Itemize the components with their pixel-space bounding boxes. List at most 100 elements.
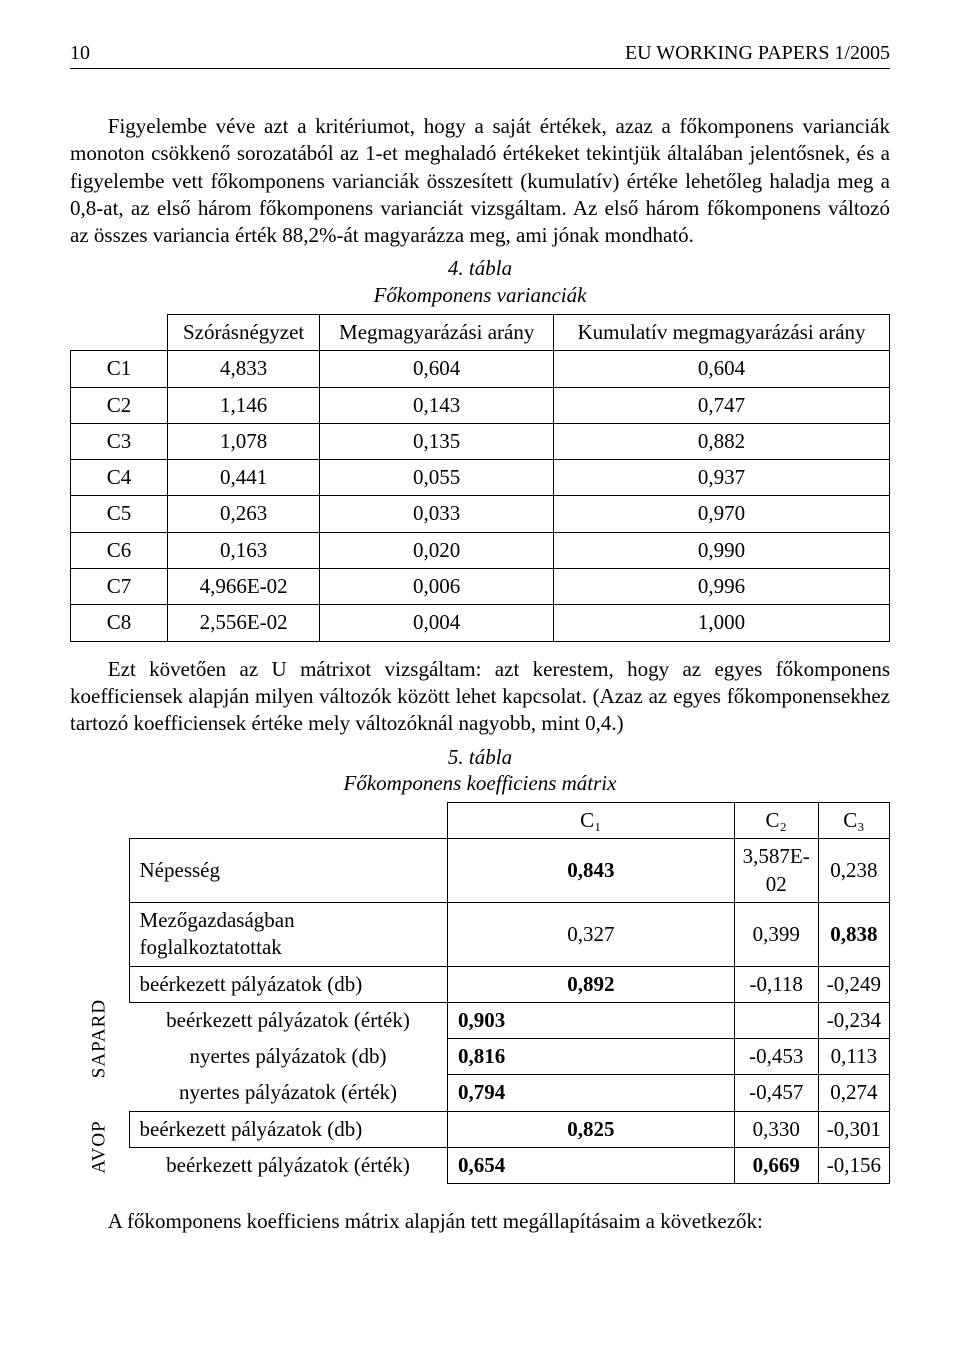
table-row: C50,2630,0330,970 (71, 496, 890, 532)
page: 10 EU WORKING PAPERS 1/2005 Figyelembe v… (0, 0, 960, 1368)
table-cell: C2 (71, 387, 168, 423)
table-cell: 0,816 (448, 1039, 735, 1075)
table2-h-c1: C₁ (448, 803, 735, 839)
table1-h0 (71, 314, 168, 350)
table-row: SAPARDbeérkezett pályázatok (db)0,892-0,… (70, 966, 890, 1002)
table-cell: 4,966E-02 (168, 569, 320, 605)
table-cell: 0,604 (320, 351, 554, 387)
table-cell: 2,556E-02 (168, 605, 320, 641)
table-cell: 0,263 (168, 496, 320, 532)
table-cell-label: nyertes pályázatok (db) (129, 1039, 447, 1075)
table-cell: 0,327 (448, 902, 735, 966)
table-cell: -0,457 (734, 1075, 818, 1111)
table-cell-label: beérkezett pályázatok (db) (129, 966, 447, 1002)
table-cell-group (70, 839, 129, 903)
table-row: beérkezett pályázatok (érték)0,6540,669-… (70, 1148, 890, 1184)
table-cell-label: beérkezett pályázatok (érték) (129, 1148, 447, 1184)
running-head: 10 EU WORKING PAPERS 1/2005 (70, 40, 890, 69)
table-cell: -0,453 (734, 1039, 818, 1075)
table-cell: 0,033 (320, 496, 554, 532)
table-row: nyertes pályázatok (db)0,816-0,4530,113 (70, 1039, 890, 1075)
table-cell: 4,833 (168, 351, 320, 387)
table-cell: 1,146 (168, 387, 320, 423)
table-cell: 0,238 (818, 839, 889, 903)
table-cell: 0,825 (448, 1111, 735, 1147)
table1-caption-num: 4. tábla (448, 256, 512, 280)
table-cell: 0,274 (818, 1075, 889, 1111)
table-cell: 1,078 (168, 423, 320, 459)
table-row: C40,4410,0550,937 (71, 460, 890, 496)
table-cell-label: beérkezett pályázatok (db) (129, 1111, 447, 1147)
table-row: C74,966E-020,0060,996 (71, 569, 890, 605)
table1-h3: Kumulatív megmagyarázási arány (554, 314, 890, 350)
table-cell: 0,970 (554, 496, 890, 532)
table2-caption-num: 5. tábla (448, 745, 512, 769)
table-cell: C4 (71, 460, 168, 496)
table1-h1: Szórásnégyzet (168, 314, 320, 350)
table-cell: 0,330 (734, 1111, 818, 1147)
table-cell-label: beérkezett pályázatok (érték) (129, 1002, 447, 1038)
table-cell: -0,156 (818, 1148, 889, 1184)
table-cell: -0,118 (734, 966, 818, 1002)
table-cell: 0,669 (734, 1148, 818, 1184)
table-row: C21,1460,1430,747 (71, 387, 890, 423)
table-cell: 0,903 (448, 1002, 735, 1038)
running-title: EU WORKING PAPERS 1/2005 (625, 40, 890, 66)
table-cell: -0,301 (818, 1111, 889, 1147)
table2-h-c2: C₂ (734, 803, 818, 839)
group-label-avop: AVOP (70, 1111, 129, 1184)
table-cell-label: Népesség (129, 839, 447, 903)
table-cell: 0,020 (320, 532, 554, 568)
table-cell: -0,234 (818, 1002, 889, 1038)
table1-caption-title: Főkomponens varianciák (374, 283, 587, 307)
table-cell-label: Mezőgazdaságban foglalkoztatottak (129, 902, 447, 966)
table1-header-row: Szórásnégyzet Megmagyarázási arány Kumul… (71, 314, 890, 350)
table-row: nyertes pályázatok (érték)0,794-0,4570,2… (70, 1075, 890, 1111)
table-cell: 0,135 (320, 423, 554, 459)
table-cell: 1,000 (554, 605, 890, 641)
table2-header-row: C₁ C₂ C₃ (70, 803, 890, 839)
paragraph-2: Ezt követően az U mátrixot vizsgáltam: a… (70, 656, 890, 738)
table-cell-label: nyertes pályázatok (érték) (129, 1075, 447, 1111)
table-cell: 0,163 (168, 532, 320, 568)
table-cell: C7 (71, 569, 168, 605)
table-cell: 0,892 (448, 966, 735, 1002)
table-cell: 0,399 (734, 902, 818, 966)
table-cell: C3 (71, 423, 168, 459)
table-cell: C8 (71, 605, 168, 641)
table-cell: 0,843 (448, 839, 735, 903)
table2-h-c3: C₃ (818, 803, 889, 839)
table-row: beérkezett pályázatok (érték)0,903 -0,234 (70, 1002, 890, 1038)
table-row: Mezőgazdaságban foglalkoztatottak0,3270,… (70, 902, 890, 966)
table-row: C14,8330,6040,604 (71, 351, 890, 387)
table-cell: C5 (71, 496, 168, 532)
group-label-sapard: SAPARD (70, 966, 129, 1111)
table-row: Népesség0,8433,587E-020,238 (70, 839, 890, 903)
table-cell: 0,604 (554, 351, 890, 387)
table-cell: 0,055 (320, 460, 554, 496)
table1-caption: 4. tábla Főkomponens varianciák (70, 255, 890, 308)
page-number: 10 (70, 40, 90, 66)
table-cell: 0,794 (448, 1075, 735, 1111)
table-row: C60,1630,0200,990 (71, 532, 890, 568)
table2-caption-title: Főkomponens koefficiens mátrix (344, 771, 617, 795)
table-cell: 0,654 (448, 1148, 735, 1184)
table2: C₁ C₂ C₃ Népesség0,8433,587E-020,238Mező… (70, 802, 890, 1184)
table-cell: 0,990 (554, 532, 890, 568)
table-cell: 0,441 (168, 460, 320, 496)
table2-caption: 5. tábla Főkomponens koefficiens mátrix (70, 744, 890, 797)
table-cell (734, 1002, 818, 1038)
table-cell: 0,004 (320, 605, 554, 641)
table-cell: 0,747 (554, 387, 890, 423)
table-cell: 3,587E-02 (734, 839, 818, 903)
paragraph-1: Figyelembe véve azt a kritériumot, hogy … (70, 113, 890, 249)
paragraph-3: A főkomponens koefficiens mátrix alapján… (70, 1208, 890, 1235)
table-cell: 0,882 (554, 423, 890, 459)
table-cell: 0,937 (554, 460, 890, 496)
table2-h-group (70, 803, 129, 839)
table-row: C31,0780,1350,882 (71, 423, 890, 459)
table-cell: C6 (71, 532, 168, 568)
table-cell: -0,249 (818, 966, 889, 1002)
table-cell: 0,996 (554, 569, 890, 605)
table-cell: 0,113 (818, 1039, 889, 1075)
